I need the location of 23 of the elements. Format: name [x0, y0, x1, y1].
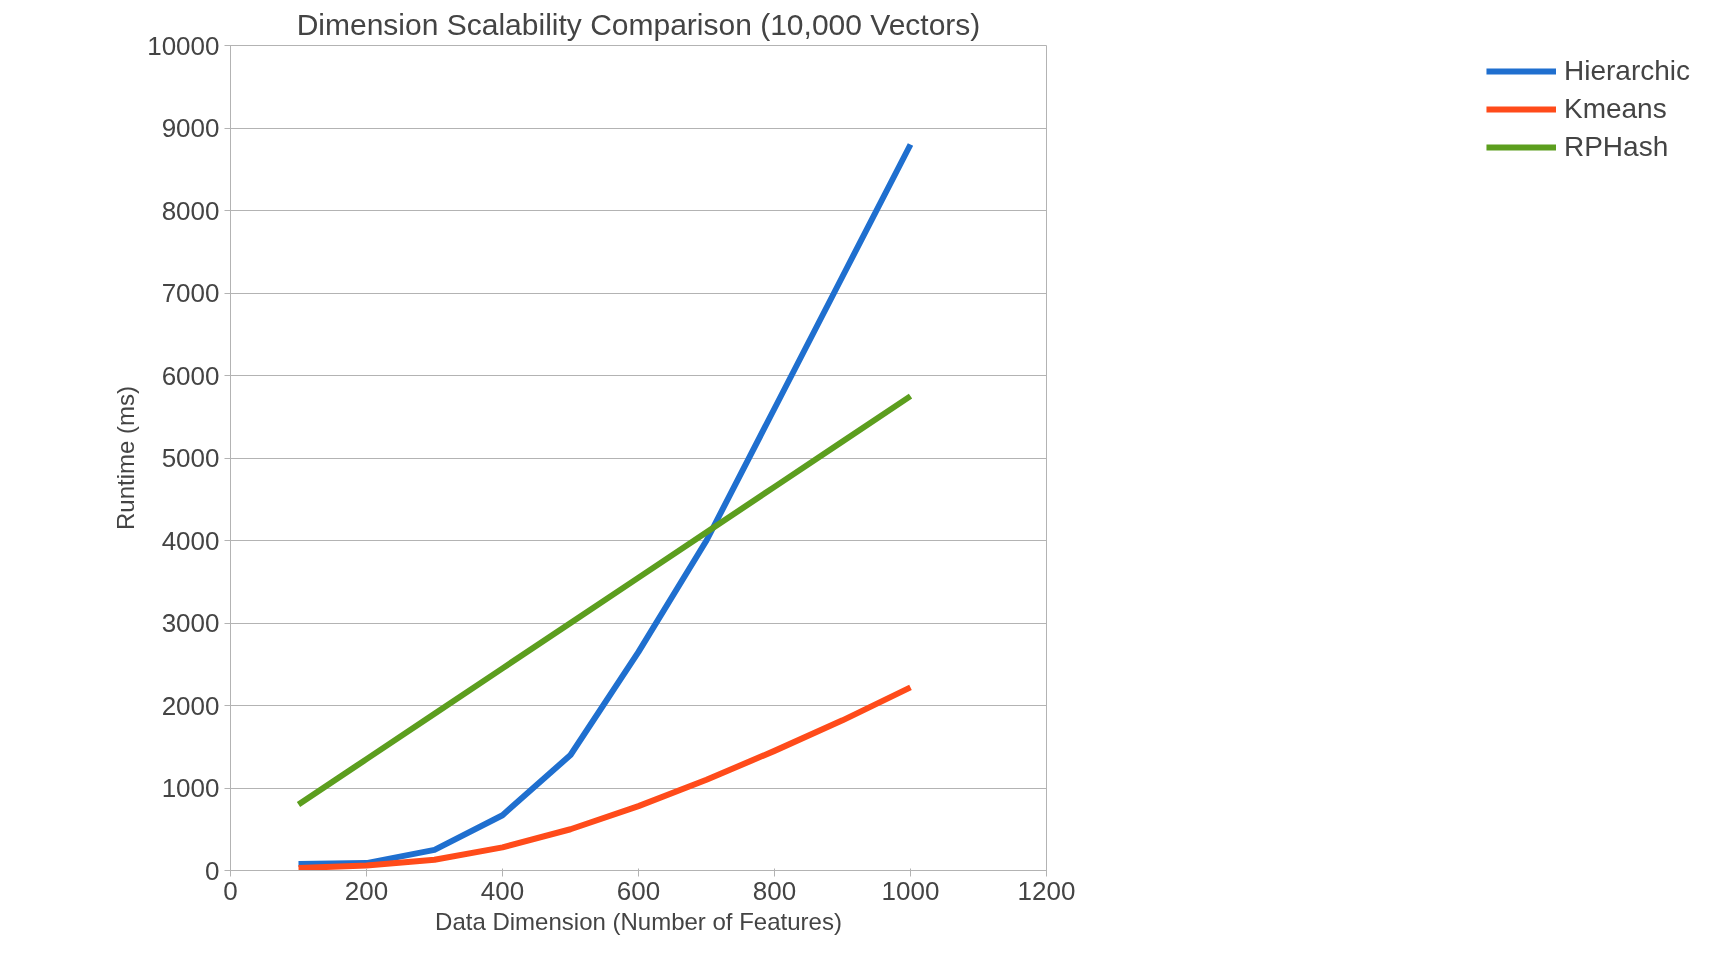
legend-label: RPHash: [1563, 131, 1669, 163]
y-axis-title: Runtime (ms): [112, 385, 140, 531]
y-tick-label: 0: [205, 855, 220, 886]
chart-title: Dimension Scalability Comparison (10,000 Vectors): [296, 7, 981, 41]
y-tick-label: 1000: [161, 773, 220, 803]
x-axis-title: Data Dimension (Number of Features): [435, 907, 842, 935]
y-tick-label: 10000: [147, 30, 220, 61]
y-tick-label: 3000: [161, 608, 220, 638]
legend-label: Kmeans: [1563, 93, 1667, 125]
y-tick-label: 8000: [161, 195, 220, 226]
y-tick-label: 4000: [161, 525, 220, 556]
y-tick-label: 9000: [161, 113, 220, 143]
x-tick-label: 1200: [1017, 875, 1076, 906]
legend-label: Hierarchic: [1563, 55, 1690, 87]
x-tick-label: 200: [344, 875, 389, 906]
y-tick-label: 6000: [161, 360, 220, 391]
x-tick-label: 400: [480, 875, 525, 906]
x-tick-label: 600: [616, 875, 661, 906]
y-tick-label: 5000: [161, 443, 220, 473]
x-tick-label: 1000: [881, 875, 940, 906]
y-tick-label: 7000: [161, 278, 220, 308]
y-tick-label: 2000: [161, 690, 220, 721]
x-tick-label: 800: [752, 875, 797, 906]
